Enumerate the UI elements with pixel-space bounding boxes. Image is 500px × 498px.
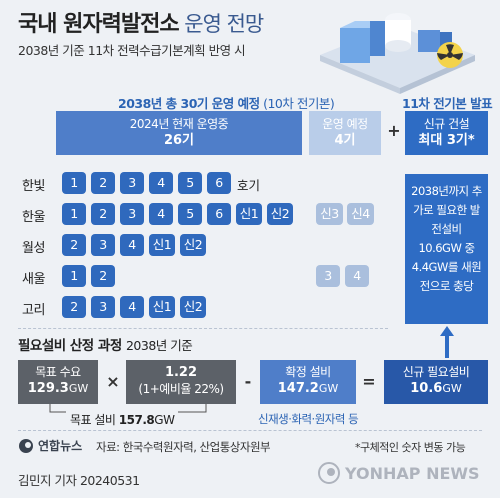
operating-unit: 2 [62, 296, 86, 318]
yonhap-watermark-icon [318, 462, 340, 484]
new-construction-box: 신규 건설 최대 3기* [405, 111, 488, 155]
operating-unit: 3 [120, 203, 144, 225]
operating-unit: 3 [91, 296, 115, 318]
confirmed-capacity-box: 확정 설비 147.2GW [260, 360, 356, 404]
row-label-한울: 한울 [22, 210, 45, 225]
watermark: YONHAP NEWS [318, 462, 480, 484]
yonhap-logo-icon [19, 438, 33, 453]
row-label-새울: 새울 [22, 272, 45, 287]
operating-unit: 2 [91, 265, 115, 287]
operating-unit: 6 [207, 172, 231, 194]
operating-unit: 1 [62, 203, 86, 225]
total-plan-heading: 2038년 총 30기 운영 예정 (10차 전기본) [118, 96, 335, 111]
operating-unit: 3 [120, 172, 144, 194]
operating-unit: 신1 [236, 203, 262, 225]
plus-operator: + [387, 121, 401, 140]
operating-unit: 4 [120, 234, 144, 256]
operating-unit: 신1 [149, 296, 175, 318]
operating-unit: 4 [149, 203, 173, 225]
footnote-text: *구체적인 숫자 변동 가능 [355, 441, 466, 454]
equals-operator: = [362, 372, 376, 391]
footer-divider [18, 430, 482, 431]
row-label-고리: 고리 [22, 303, 45, 318]
operating-unit: 6 [207, 203, 231, 225]
planned-unit: 신3 [316, 203, 343, 225]
operating-unit: 2 [91, 203, 115, 225]
operating-unit: 1 [62, 172, 86, 194]
minus-operator: - [244, 372, 252, 391]
operating-unit: 3 [91, 234, 115, 256]
row-label-한빛: 한빛 [22, 179, 45, 194]
calc-heading: 필요설비 산정 과정 2038년 기준 [18, 338, 193, 354]
planned-unit: 신4 [347, 203, 374, 225]
planned-operating-box: 운영 예정 4기 [309, 111, 381, 155]
new-needed-box: 신규 필요설비 10.6GW [384, 360, 488, 404]
times-operator: × [106, 372, 120, 391]
reserve-factor-box: 1.22 (1+예비율 22%) [126, 360, 236, 404]
row-label-월성: 월성 [22, 241, 45, 256]
byline-text: 김민지 기자 20240531 [18, 473, 140, 488]
operating-unit: 4 [149, 172, 173, 194]
operating-unit: 1 [62, 265, 86, 287]
source-text: 자료: 한국수력원자력, 산업통상자원부 [96, 440, 271, 454]
operating-unit: 2 [62, 234, 86, 256]
yonhap-logo: 연합뉴스 [18, 437, 82, 454]
page-subtitle: 2038년 기준 11차 전력수급기본계획 반영 시 [18, 43, 246, 58]
operating-unit: 신1 [149, 234, 175, 256]
operating-unit: 2 [91, 172, 115, 194]
operating-unit: 5 [178, 172, 202, 194]
eleventh-plan-heading: 11차 전기본 발표 [402, 96, 493, 111]
operating-unit: 신2 [180, 234, 206, 256]
unit-suffix: 호기 [237, 178, 261, 193]
current-operating-box: 2024년 현재 운영중 26기 [56, 111, 302, 155]
operating-unit: 신2 [267, 203, 293, 225]
target-capacity-label: 목표 설비 157.8GW [66, 411, 179, 428]
confirmed-capacity-note: 신재생·화력·원자력 등 [258, 412, 359, 426]
operating-unit: 신2 [180, 296, 206, 318]
page-title: 국내 원자력발전소 운영 전망 [18, 12, 264, 37]
planned-unit: 4 [345, 265, 369, 287]
target-demand-box: 목표 수요 129.3GW [18, 360, 98, 404]
nuclear-plant-illustration [320, 13, 475, 94]
section-divider [18, 328, 388, 329]
arrow-up-icon [440, 326, 454, 358]
side-note-box: 2038년까지 추가로 필요한 발전설비 10.6GW 중 4.4GW를 새원전… [405, 174, 488, 324]
operating-unit: 5 [178, 203, 202, 225]
operating-unit: 4 [120, 296, 144, 318]
planned-unit: 3 [316, 265, 340, 287]
